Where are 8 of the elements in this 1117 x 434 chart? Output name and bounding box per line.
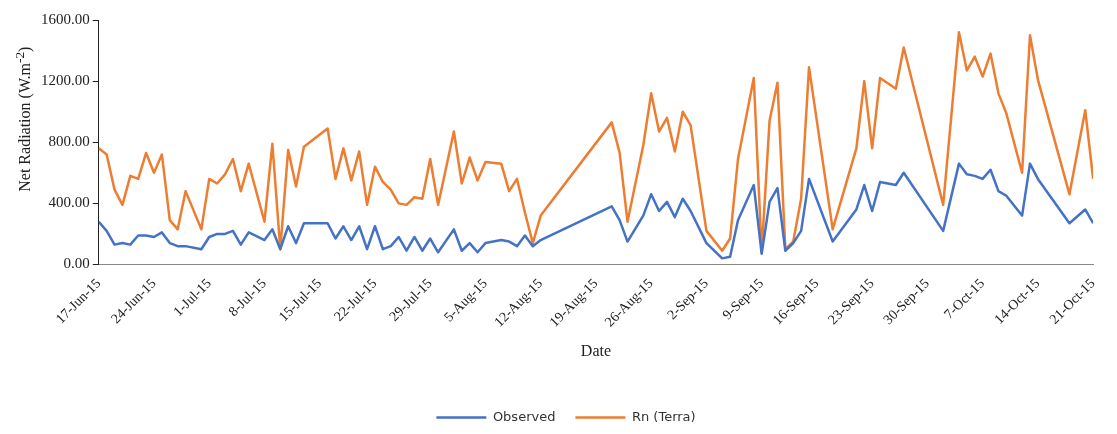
y-tick-label: 1200.00	[41, 72, 90, 89]
y-tick-label: 800.00	[48, 133, 90, 150]
legend-label: Observed	[492, 408, 556, 424]
legend-label: Rn (Terra)	[631, 408, 696, 424]
x-axis-title: Date	[580, 341, 612, 359]
y-tick-label: 400.00	[48, 194, 90, 211]
y-tick-label: 1600.00	[41, 10, 90, 27]
y-tick-label: 0.00	[63, 255, 90, 272]
